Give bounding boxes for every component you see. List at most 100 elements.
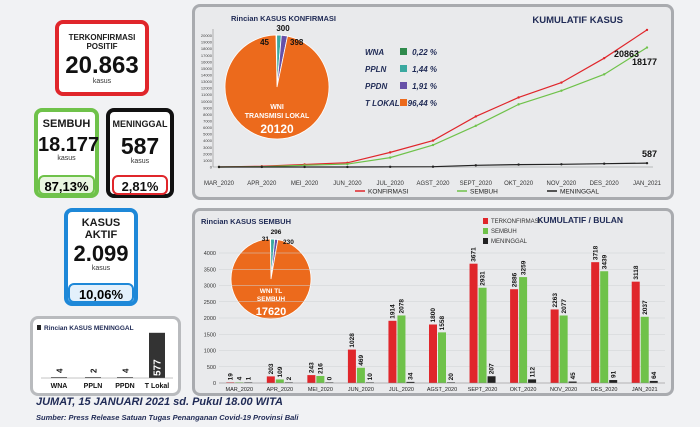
recovered-label: SEMBUH: [42, 118, 91, 130]
active-label: KASUS: [81, 217, 121, 229]
line-x-tick-label: JUL_2020: [377, 181, 405, 187]
death-bar-label: WNA: [51, 383, 68, 390]
bar-value-label: 10: [367, 373, 374, 381]
bar-value-label: 3118: [633, 265, 640, 279]
line-y-tick-label: 7000: [203, 119, 213, 124]
bar-terkonfirmasi: [266, 376, 275, 383]
bar-terkonfirmasi: [631, 281, 640, 383]
bar-sembuh: [600, 271, 609, 383]
pie2-label-ppln: 296: [271, 229, 282, 236]
deaths-unit: kasus: [130, 158, 150, 165]
bar-value-label: 2037: [642, 300, 649, 315]
bar-x-tick-label: MEI_2020: [308, 387, 333, 393]
line-y-tick-label: 0: [210, 165, 213, 170]
pie-legend-swatch: [400, 82, 407, 89]
end-label-konfirmasi: 20863: [614, 49, 639, 59]
pie-legend-swatch: [400, 99, 407, 106]
line-point: [474, 124, 477, 127]
bar-y-tick-label: 3000: [204, 284, 216, 290]
pie-legend-pct: 0,22 %: [412, 48, 437, 57]
line-point: [645, 28, 649, 32]
bar-x-tick-label: OKT_2020: [510, 387, 537, 393]
bar-terkonfirmasi: [550, 309, 559, 383]
death-bar-label: T Lokal: [145, 383, 170, 390]
bar-value-label: 2078: [399, 299, 406, 314]
line-point: [474, 164, 477, 167]
bar-x-tick-label: MAR_2020: [226, 387, 254, 393]
bar-value-label: 3671: [471, 247, 478, 262]
pie-center-value: 20120: [260, 122, 294, 136]
bar-terkonfirmasi: [307, 375, 316, 383]
line-y-tick-label: 14000: [201, 73, 213, 78]
bar-x-tick-label: APR_2020: [267, 387, 294, 393]
pie-legend-label: WNA: [365, 48, 384, 57]
death-bar-ppdn: [117, 377, 133, 378]
deaths-pct: 2,81%: [112, 175, 168, 195]
line-legend-label: MENINGGAL: [560, 189, 599, 196]
line-y-tick-label: 16000: [201, 59, 213, 64]
death-bar-ppln: [85, 377, 101, 378]
confirmed-value: 20.863: [65, 52, 139, 79]
line-x-tick-label: JAN_2021: [633, 181, 662, 187]
line-y-tick-label: 10000: [201, 99, 213, 104]
bar-value-label: 2: [286, 376, 293, 380]
line-x-tick-label: APR_2020: [247, 181, 277, 187]
bar-legend-label: MENINGGAL: [491, 239, 528, 245]
end-label-meninggal: 587: [642, 149, 657, 159]
line-x-tick-label: OKT_2020: [504, 181, 534, 187]
bar-meninggal: [406, 381, 415, 383]
death-bar-value: 577: [153, 359, 164, 376]
pie-legend-pct: 1,44 %: [412, 65, 437, 74]
line-y-tick-label: 6000: [203, 125, 213, 130]
bar-value-label: 3259: [520, 260, 527, 275]
bar-y-tick-label: 3500: [204, 267, 216, 273]
bar-value-label: 216: [318, 363, 325, 374]
bar-legend-swatch: [483, 218, 488, 224]
line-point: [645, 161, 649, 165]
line-y-tick-label: 9000: [203, 105, 213, 110]
bar-value-label: 2931: [480, 271, 487, 286]
bar-terkonfirmasi: [347, 349, 356, 383]
bar-value-label: 2886: [511, 272, 518, 287]
line-point: [346, 165, 349, 169]
line-point: [560, 163, 563, 166]
line-point: [603, 162, 606, 165]
line-x-tick-label: MEI_2020: [291, 181, 319, 187]
recovered-unit: kasus: [57, 155, 76, 162]
bar-value-label: 3439: [601, 254, 608, 269]
bar-value-label: 2263: [552, 293, 559, 308]
bar-value-label: 4: [236, 376, 243, 380]
active-pct: 10,06%: [68, 283, 134, 303]
line-y-tick-label: 13000: [201, 79, 213, 84]
bar-value-label: 109: [277, 366, 284, 377]
bar-legend-swatch: [483, 238, 488, 244]
line-point: [560, 81, 563, 84]
cumulative-title: KUMULATIF KASUS: [532, 15, 623, 26]
line-legend-label: KONFIRMASI: [368, 189, 409, 196]
line-x-tick-label: NOV_2020: [547, 181, 577, 187]
line-point: [645, 46, 649, 49]
line-point: [474, 115, 477, 118]
bar-value-label: 207: [489, 363, 496, 374]
bar-value-label: 1558: [439, 316, 446, 331]
bar-value-label: 1914: [390, 304, 397, 319]
line-y-tick-label: 11000: [201, 92, 213, 97]
line-x-tick-label: MAR_2020: [204, 181, 235, 187]
line-y-tick-label: 3000: [203, 145, 213, 150]
line-point: [603, 73, 606, 76]
bar-meninggal: [528, 379, 537, 383]
pie2-center-label-2: SEMBUH: [257, 296, 285, 303]
deaths-value: 587: [120, 133, 160, 159]
bar-meninggal: [447, 382, 455, 383]
bar-y-tick-label: 2000: [204, 316, 216, 322]
bar-sembuh: [559, 315, 568, 383]
bar-meninggal: [649, 380, 658, 383]
active-value: 2.099: [73, 241, 129, 267]
bar-terkonfirmasi: [510, 289, 519, 383]
active-unit: kasus: [91, 265, 111, 273]
active-label-2: AKTIF: [84, 229, 118, 241]
bar-value-label: 64: [651, 371, 658, 379]
line-x-tick-label: AGST_2020: [416, 181, 450, 187]
line-x-tick-label: JUN_2020: [333, 181, 362, 187]
